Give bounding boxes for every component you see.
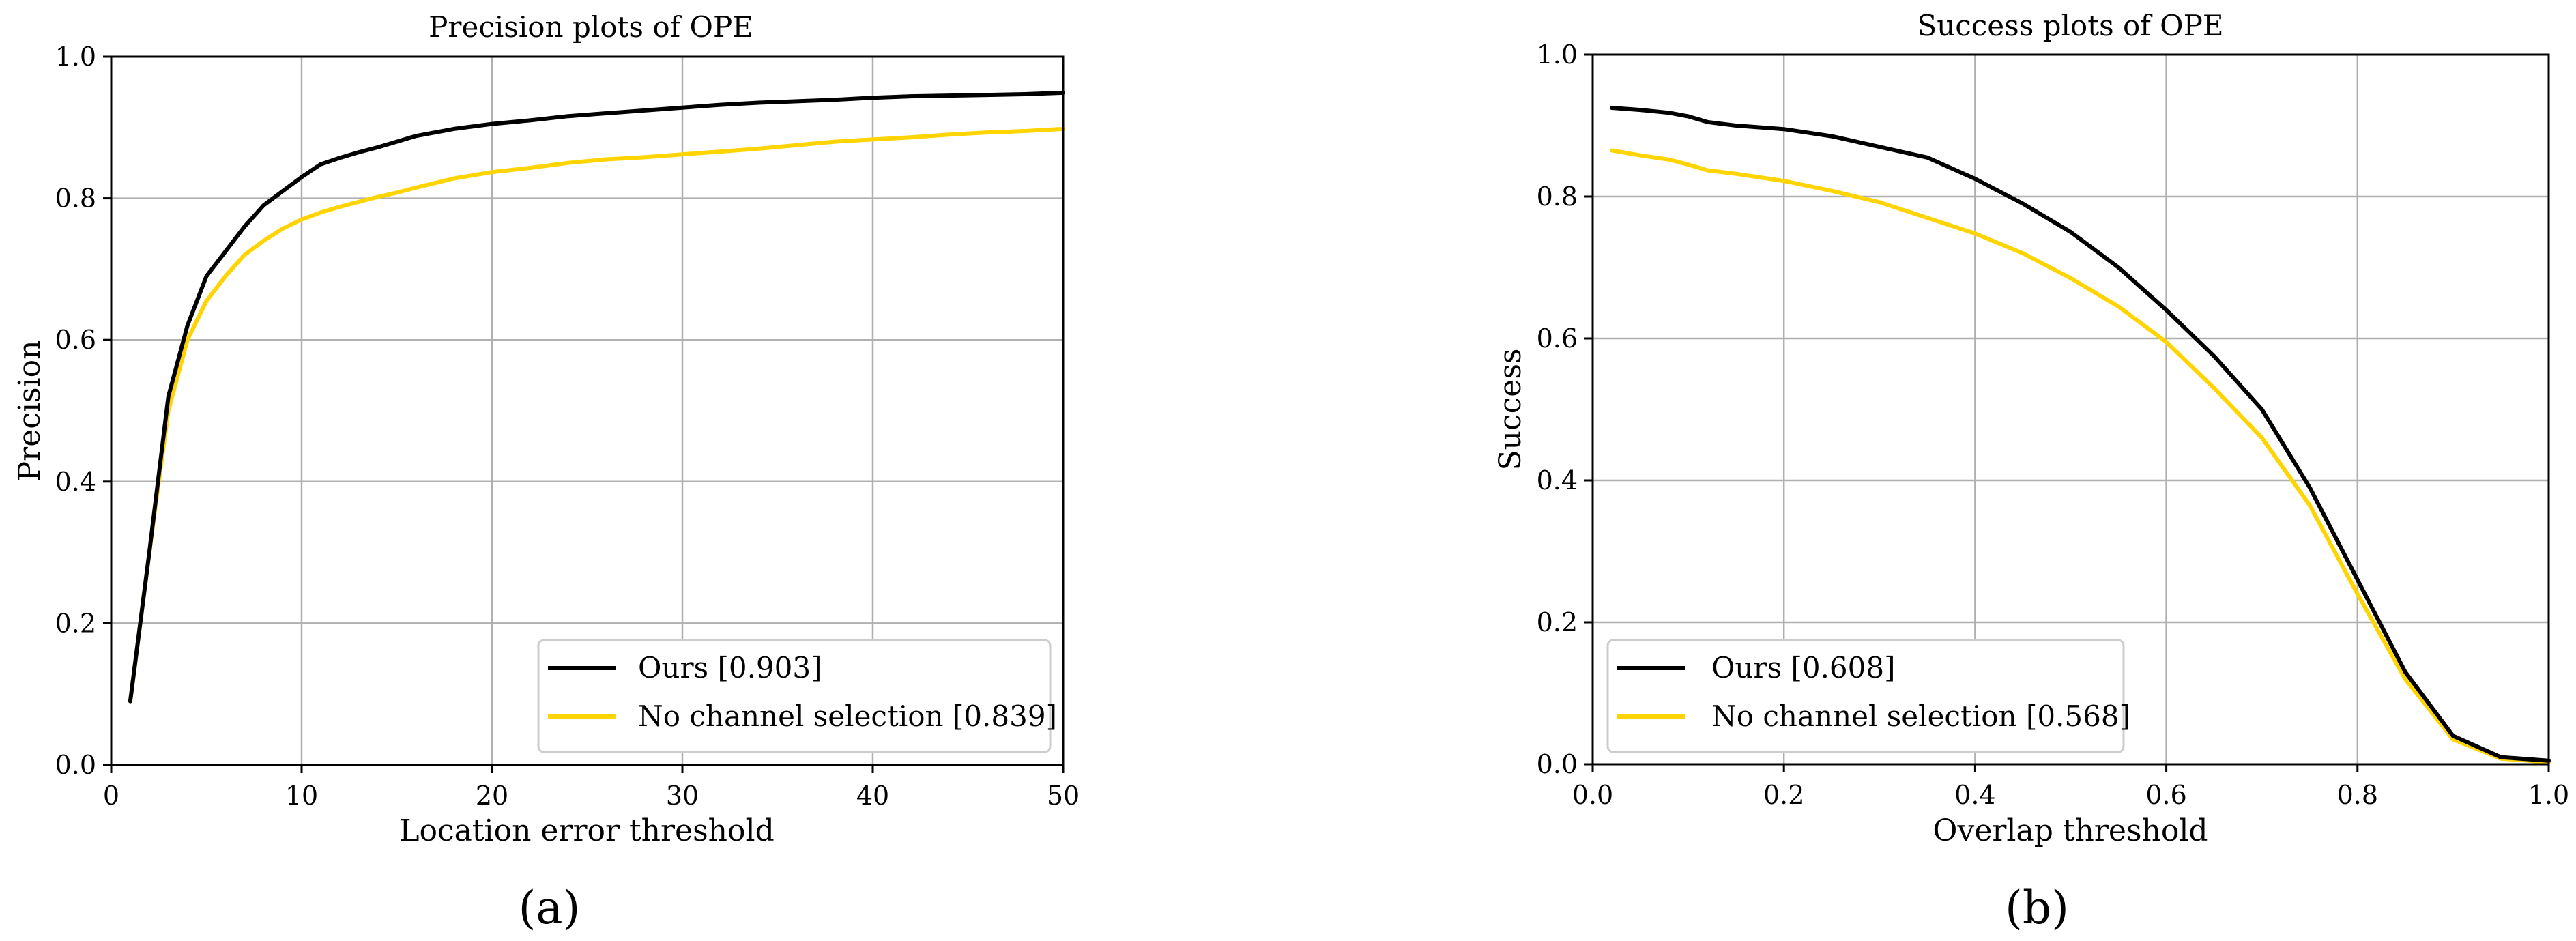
precision-x-tick-label: 40 — [856, 781, 889, 811]
precision-legend-box — [537, 639, 1052, 753]
success-x-axis-label: Overlap threshold — [1933, 813, 2208, 848]
precision-y-axis-label: Precision — [12, 341, 47, 482]
precision-chart-title: Precision plots of OPE — [429, 10, 753, 44]
success-x-tick-label: 1.0 — [2528, 780, 2569, 810]
success-legend-box — [1606, 639, 2125, 753]
success-x-tick-label: 0.0 — [1572, 780, 1613, 810]
success-legend: Ours [0.608] No channel selection [0.568… — [1606, 639, 2130, 753]
success-y-tick-label: 0.8 — [1537, 182, 1578, 212]
success-y-tick-label: 0.6 — [1537, 323, 1578, 353]
precision-y-tick-label: 0.8 — [55, 184, 96, 214]
success-y-tick-label: 0.4 — [1537, 465, 1578, 495]
success-plot-frame — [1591, 53, 2550, 766]
precision-grid — [111, 57, 1063, 765]
success-legend-label-no-channel: No channel selection [0.568] — [1711, 699, 2130, 733]
precision-x-tick-label: 50 — [1047, 781, 1080, 811]
precision-y-tick-label: 0.6 — [55, 325, 96, 355]
precision-y-tick-label: 0.4 — [55, 467, 96, 497]
success-ticks: 0.0 0.2 0.4 0.6 0.8 1.0 0.0 0.2 0.4 0.6 0.8 1.0 — [1537, 40, 2570, 810]
success-x-tick-label: 0.8 — [2337, 780, 2378, 810]
precision-x-tick-label: 10 — [285, 781, 318, 811]
success-legend-label-ours: Ours [0.608] — [1711, 651, 1895, 684]
precision-x-tick-label: 20 — [476, 781, 508, 811]
success-series-line-ours — [1610, 106, 2551, 763]
success-series-line-no-channel-selection — [1610, 148, 2551, 764]
precision-series-line-no-channel-selection — [128, 126, 1065, 704]
success-y-tick-label: 0.2 — [1537, 607, 1578, 637]
success-x-tick-label: 0.2 — [1763, 780, 1804, 810]
precision-x-tick-label: 30 — [666, 781, 699, 811]
panel-label-a: (a) — [519, 882, 581, 934]
precision-legend-label-no-channel: No channel selection [0.839] — [638, 699, 1057, 733]
precision-x-tick-label: 0 — [103, 781, 119, 811]
success-series-group — [1610, 106, 2551, 764]
panel-label-b: (b) — [2005, 882, 2069, 934]
success-x-tick-label: 0.6 — [2145, 780, 2186, 810]
precision-legend-label-ours: Ours [0.903] — [638, 651, 822, 684]
precision-y-tick-label: 1.0 — [55, 42, 96, 72]
precision-chart: Precision plots of OPE 0 10 20 30 40 50 0.0 0.2… — [12, 10, 1080, 934]
precision-legend: Ours [0.903] No channel selection [0.839… — [537, 639, 1057, 753]
success-x-tick-label: 0.4 — [1954, 780, 1995, 810]
success-y-axis-label: Success — [1493, 349, 1528, 471]
success-y-tick-label: 0.0 — [1537, 749, 1578, 779]
success-chart-title: Success plots of OPE — [1917, 9, 2223, 42]
precision-series-group — [128, 90, 1065, 704]
precision-ticks: 0 10 20 30 40 50 0.0 0.2 0.4 0.6 0.8 1.0 — [55, 42, 1080, 811]
precision-series-line-ours — [128, 90, 1065, 704]
precision-x-axis-label: Location error threshold — [399, 813, 775, 848]
success-y-tick-label: 1.0 — [1537, 40, 1578, 70]
precision-plot-frame — [110, 55, 1065, 766]
success-chart: Success plots of OPE 0.0 0.2 0.4 0.6 0.8 1.00… — [1493, 9, 2569, 934]
precision-y-tick-label: 0.0 — [55, 750, 96, 780]
precision-y-tick-label: 0.2 — [55, 608, 96, 638]
